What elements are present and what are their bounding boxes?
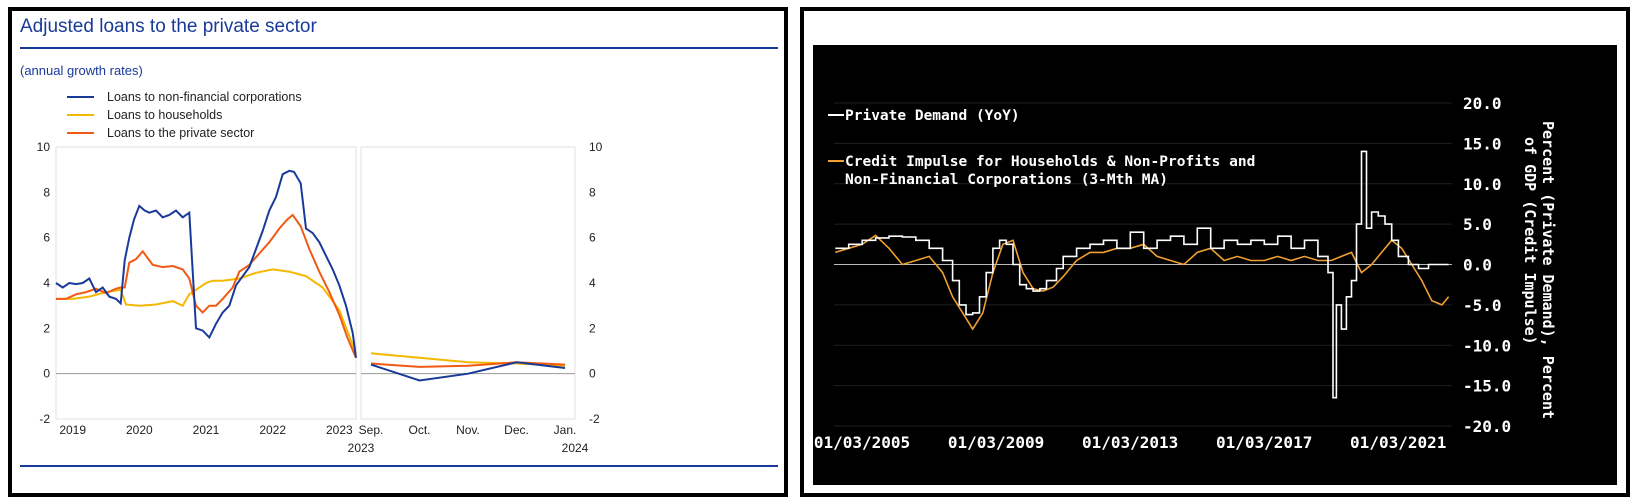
y-tick-right: 10	[589, 140, 603, 154]
x-tick-zoom: Sep.	[359, 423, 384, 437]
legend-label-households: Loans to households	[107, 108, 222, 122]
right-chart-panel: 20.0 15.0 10.0 5.0 0.0 -5.0 -10.0 -15.0 -20.0 01/…	[800, 7, 1630, 497]
x-tick: 01/03/2017	[1216, 433, 1312, 452]
y-tick: -10.0	[1463, 336, 1511, 355]
series-zoom-private	[370, 361, 566, 368]
y-tick-right: 6	[589, 231, 596, 245]
x-tick-zoom: Dec.	[504, 423, 529, 437]
x-tick: 01/03/2005	[814, 433, 910, 452]
series-zoom-nfc	[370, 361, 566, 382]
x-tick: 01/03/2021	[1350, 433, 1446, 452]
x-year-label: 2023	[348, 441, 375, 455]
x-tick-main: 2023	[326, 423, 353, 437]
y-axis-title-line1: Percent (Private Demand), Percent	[1539, 121, 1557, 419]
series-main-private	[56, 213, 357, 359]
y-tick-left: 0	[43, 367, 50, 381]
y-tick-right: 4	[589, 276, 596, 290]
series-main-households	[56, 268, 357, 354]
private-demand-credit-impulse-chart: 20.0 15.0 10.0 5.0 0.0 -5.0 -10.0 -15.0 -20.0 01/…	[813, 45, 1617, 485]
y-tick-right: -2	[589, 412, 600, 426]
legend-label-impulse-line1: Credit Impulse for Households & Non-Prof…	[845, 154, 1255, 170]
x-year-label: 2024	[562, 441, 589, 455]
y-tick: -5.0	[1463, 296, 1502, 315]
y-tick-left: 6	[43, 231, 50, 245]
x-tick-main: 2019	[59, 423, 86, 437]
left-chart-panel: Adjusted loans to the private sector (an…	[8, 7, 788, 497]
y-tick: -20.0	[1463, 417, 1511, 436]
y-tick: 5.0	[1463, 215, 1492, 234]
series-demand	[835, 150, 1449, 399]
y-tick-right: 0	[589, 367, 596, 381]
x-tick: 01/03/2013	[1082, 433, 1178, 452]
y-tick-left: 10	[37, 140, 51, 154]
chart-title: Adjusted loans to the private sector	[20, 16, 317, 37]
y-tick: -15.0	[1463, 377, 1511, 396]
legend-label-demand: Private Demand (YoY)	[845, 108, 1020, 124]
series-main-nfc	[55, 169, 357, 358]
x-tick-zoom: Jan.	[554, 423, 577, 437]
chart-subtitle: (annual growth rates)	[20, 63, 143, 78]
y-tick-left: 8	[43, 185, 50, 199]
loans-line-chart: 10 10 8 8 6 6 4 4 2 2 0 0 -2 -2 2019 2020 2021 2022 2023 Se…	[37, 90, 603, 455]
x-tick-main: 2020	[126, 423, 153, 437]
title-rule	[20, 47, 778, 49]
x-tick-main: 2021	[193, 423, 220, 437]
x-tick-zoom: Oct.	[408, 423, 430, 437]
legend-label-impulse-line2: Non-Financial Corporations (3-Mth MA)	[845, 172, 1168, 188]
y-tick-right: 2	[589, 321, 596, 335]
x-tick-zoom: Nov.	[456, 423, 480, 437]
y-tick-left: -2	[39, 412, 50, 426]
bottom-rule	[20, 465, 778, 467]
y-tick: 20.0	[1463, 94, 1502, 113]
y-axis-title-line2: of GDP (Credit Impulse)	[1521, 137, 1539, 345]
legend-label-private: Loans to the private sector	[107, 126, 254, 140]
x-tick-main: 2022	[259, 423, 286, 437]
zoom-plot-frame	[360, 146, 576, 420]
y-tick-left: 4	[43, 276, 50, 290]
y-tick-right: 8	[589, 185, 596, 199]
legend-label-nfc: Loans to non-financial corporations	[107, 90, 302, 104]
y-tick: 10.0	[1463, 175, 1502, 194]
x-tick: 01/03/2009	[948, 433, 1044, 452]
y-tick-left: 2	[43, 321, 50, 335]
y-tick: 15.0	[1463, 134, 1502, 153]
y-tick: 0.0	[1463, 256, 1492, 275]
